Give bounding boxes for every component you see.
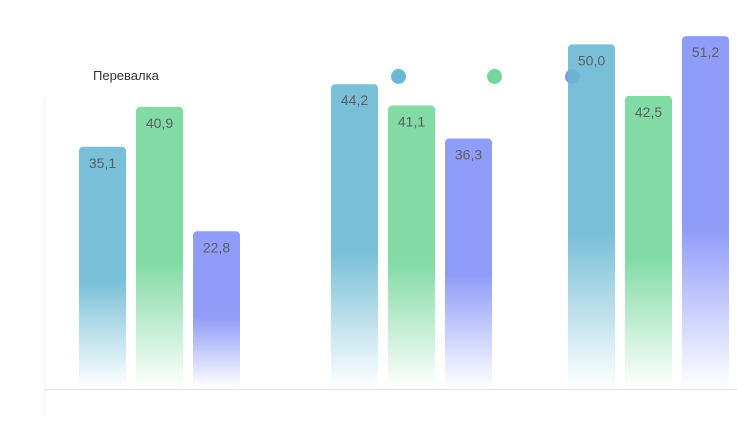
legend-dot-series-1 bbox=[391, 69, 406, 84]
bar-label-group1-series1: 35,1 bbox=[89, 155, 116, 171]
bar-label-group2-series2: 41,1 bbox=[398, 114, 425, 130]
bar-group2-series2 bbox=[388, 105, 435, 388]
bar-label-group3-series2: 42,5 bbox=[635, 104, 662, 120]
chart-title: Перевалка bbox=[93, 68, 159, 83]
bar-label-group2-series1: 44,2 bbox=[341, 92, 368, 108]
bar-group2-series3 bbox=[445, 138, 492, 388]
bar-group2-series1 bbox=[331, 84, 378, 388]
bar-label-group3-series1: 50,0 bbox=[578, 52, 605, 68]
bar-label-group3-series3: 51,2 bbox=[692, 44, 719, 60]
bar-group1-series1 bbox=[79, 146, 126, 388]
bar-label-group1-series2: 40,9 bbox=[146, 115, 173, 131]
bar-group1-series2 bbox=[136, 106, 183, 388]
bar-label-group1-series3: 22,8 bbox=[203, 239, 230, 255]
bar-label-group2-series3: 36,3 bbox=[455, 147, 482, 163]
bar-group3-series2 bbox=[625, 95, 672, 388]
bar-group3-series1 bbox=[568, 44, 615, 388]
bar-group3-series3 bbox=[682, 36, 729, 388]
legend-dot-series-2 bbox=[487, 69, 502, 84]
bar-group1-series3 bbox=[193, 231, 240, 388]
